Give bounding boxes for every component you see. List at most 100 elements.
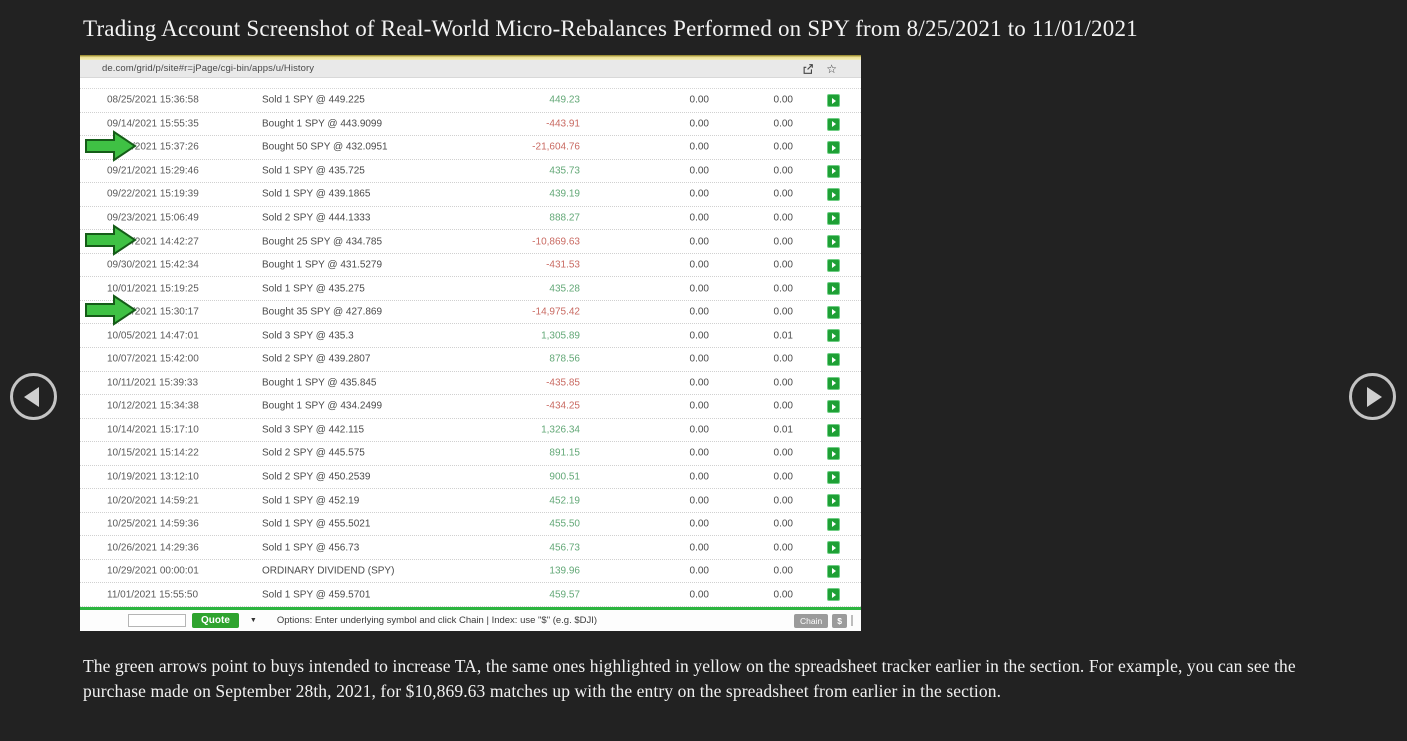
table-row[interactable]: 09/21/2021 15:29:46 Sold 1 SPY @ 435.725… bbox=[80, 159, 861, 184]
quote-button[interactable]: Quote bbox=[192, 613, 239, 628]
trade-detail-button[interactable] bbox=[827, 588, 840, 602]
trade-detail-button[interactable] bbox=[827, 423, 840, 437]
play-icon bbox=[832, 521, 836, 528]
transaction-commission: 0.00 bbox=[689, 283, 709, 295]
table-row[interactable]: 09/20/2021 15:37:26 Bought 50 SPY @ 432.… bbox=[80, 136, 861, 160]
transaction-datetime: 10/11/2021 15:39:33 bbox=[107, 377, 199, 389]
share-icon[interactable] bbox=[802, 63, 814, 75]
transaction-fee: 0.00 bbox=[773, 565, 793, 577]
trade-detail-button[interactable] bbox=[827, 282, 840, 296]
trade-detail-button[interactable] bbox=[827, 541, 840, 555]
transaction-description: Sold 3 SPY @ 442.115 bbox=[262, 424, 365, 436]
prev-slide-button[interactable] bbox=[10, 373, 57, 420]
table-row[interactable]: 10/07/2021 15:42:00 Sold 2 SPY @ 439.280… bbox=[80, 348, 861, 372]
transaction-datetime: 10/01/2021 15:19:25 bbox=[107, 283, 199, 295]
play-icon bbox=[832, 568, 836, 575]
play-icon bbox=[832, 544, 836, 551]
trade-detail-button[interactable] bbox=[827, 211, 840, 225]
transaction-description: ORDINARY DIVIDEND (SPY) bbox=[262, 565, 395, 577]
trade-detail-button[interactable] bbox=[827, 235, 840, 249]
transaction-datetime: 09/20/2021 15:37:26 bbox=[107, 141, 199, 153]
table-row[interactable]: 10/11/2021 15:39:33 Bought 1 SPY @ 435.8… bbox=[80, 371, 861, 396]
table-row[interactable]: 10/26/2021 14:29:36 Sold 1 SPY @ 456.73 … bbox=[80, 536, 861, 560]
transaction-datetime: 10/19/2021 13:12:10 bbox=[107, 471, 199, 483]
transaction-datetime: 09/21/2021 15:29:46 bbox=[107, 165, 199, 177]
trade-detail-button[interactable] bbox=[827, 188, 840, 202]
transaction-fee: 0.00 bbox=[773, 212, 793, 224]
transaction-commission: 0.00 bbox=[689, 141, 709, 153]
play-icon bbox=[832, 168, 836, 175]
trade-detail-button[interactable] bbox=[827, 564, 840, 578]
transaction-commission: 0.00 bbox=[689, 188, 709, 200]
quote-bar-divider bbox=[80, 607, 861, 610]
next-slide-button[interactable] bbox=[1349, 373, 1396, 420]
trade-detail-button[interactable] bbox=[827, 164, 840, 178]
trade-detail-button[interactable] bbox=[827, 376, 840, 390]
play-icon bbox=[832, 356, 836, 363]
transaction-datetime: 08/25/2021 15:36:58 bbox=[107, 94, 199, 106]
table-row[interactable]: 10/05/2021 14:47:01 Sold 3 SPY @ 435.3 1… bbox=[80, 324, 861, 349]
chevron-down-icon[interactable]: ▼ bbox=[249, 617, 257, 624]
transaction-description: Sold 2 SPY @ 450.2539 bbox=[262, 471, 371, 483]
transaction-commission: 0.00 bbox=[689, 565, 709, 577]
trade-detail-button[interactable] bbox=[827, 141, 840, 155]
chain-button[interactable]: Chain bbox=[794, 613, 829, 628]
transaction-commission: 0.00 bbox=[689, 306, 709, 318]
transaction-commission: 0.00 bbox=[689, 518, 709, 530]
browser-address-bar[interactable]: de.com/grid/p/site#r=jPage/cgi-bin/apps/… bbox=[80, 60, 861, 78]
transaction-fee: 0.00 bbox=[773, 236, 793, 248]
transaction-commission: 0.00 bbox=[689, 447, 709, 459]
bookmark-star-icon[interactable]: ☆ bbox=[826, 61, 837, 76]
table-row[interactable]: 10/20/2021 14:59:21 Sold 1 SPY @ 452.19 … bbox=[80, 489, 861, 513]
dollar-button[interactable]: $ bbox=[832, 613, 847, 628]
table-row[interactable]: 10/12/2021 15:34:38 Bought 1 SPY @ 434.2… bbox=[80, 395, 861, 419]
transaction-datetime: 09/14/2021 15:55:35 bbox=[107, 118, 199, 130]
table-row[interactable]: 10/19/2021 13:12:10 Sold 2 SPY @ 450.253… bbox=[80, 465, 861, 490]
table-row[interactable]: 10/14/2021 15:17:10 Sold 3 SPY @ 442.115… bbox=[80, 418, 861, 443]
transaction-fee: 0.00 bbox=[773, 447, 793, 459]
table-row[interactable]: 09/14/2021 15:55:35 Bought 1 SPY @ 443.9… bbox=[80, 112, 861, 137]
transaction-description: Bought 1 SPY @ 431.5279 bbox=[262, 259, 383, 271]
trade-detail-button[interactable] bbox=[827, 447, 840, 461]
transaction-datetime: 10/15/2021 15:14:22 bbox=[107, 447, 199, 459]
trade-detail-button[interactable] bbox=[827, 494, 840, 508]
table-row[interactable]: 09/23/2021 15:06:49 Sold 2 SPY @ 444.133… bbox=[80, 206, 861, 231]
play-icon bbox=[832, 474, 836, 481]
table-row[interactable]: 10/15/2021 15:14:22 Sold 2 SPY @ 445.575… bbox=[80, 442, 861, 466]
trade-detail-button[interactable] bbox=[827, 400, 840, 414]
transaction-amount: 452.19 bbox=[549, 495, 580, 507]
table-row[interactable]: 08/25/2021 15:36:58 Sold 1 SPY @ 449.225… bbox=[80, 89, 861, 113]
trade-detail-button[interactable] bbox=[827, 517, 840, 531]
symbol-input[interactable] bbox=[128, 614, 186, 627]
transaction-fee: 0.01 bbox=[773, 330, 793, 342]
trade-detail-button[interactable] bbox=[827, 470, 840, 484]
trade-detail-button[interactable] bbox=[827, 305, 840, 319]
quote-bar: Quote ▼ Options: Enter underlying symbol… bbox=[80, 610, 861, 631]
table-row[interactable]: 09/30/2021 15:42:34 Bought 1 SPY @ 431.5… bbox=[80, 253, 861, 278]
caption-text: The green arrows point to buys intended … bbox=[83, 656, 1296, 701]
table-row[interactable]: 09/22/2021 15:19:39 Sold 1 SPY @ 439.186… bbox=[80, 183, 861, 207]
play-icon bbox=[832, 332, 836, 339]
transaction-description: Sold 1 SPY @ 455.5021 bbox=[262, 518, 371, 530]
transaction-amount: -21,604.76 bbox=[532, 141, 580, 153]
transaction-datetime: 10/25/2021 14:59:36 bbox=[107, 518, 199, 530]
transaction-fee: 0.00 bbox=[773, 400, 793, 412]
transaction-description: Sold 1 SPY @ 459.5701 bbox=[262, 589, 371, 601]
trade-detail-button[interactable] bbox=[827, 258, 840, 272]
green-arrow-annotation bbox=[85, 130, 137, 162]
table-row[interactable]: 10/01/2021 15:19:25 Sold 1 SPY @ 435.275… bbox=[80, 277, 861, 301]
trade-detail-button[interactable] bbox=[827, 353, 840, 367]
transaction-fee: 0.00 bbox=[773, 118, 793, 130]
table-row[interactable]: 11/01/2021 15:55:50 Sold 1 SPY @ 459.570… bbox=[80, 583, 861, 608]
transaction-amount: -443.91 bbox=[546, 118, 580, 130]
transaction-datetime: 11/01/2021 15:55:50 bbox=[107, 589, 199, 601]
transaction-amount: 435.28 bbox=[549, 283, 580, 295]
table-row[interactable]: 10/25/2021 14:59:36 Sold 1 SPY @ 455.502… bbox=[80, 512, 861, 537]
trade-detail-button[interactable] bbox=[827, 117, 840, 131]
table-row[interactable]: 10/29/2021 00:00:01 ORDINARY DIVIDEND (S… bbox=[80, 559, 861, 584]
table-row[interactable]: 10/04/2021 15:30:17 Bought 35 SPY @ 427.… bbox=[80, 300, 861, 325]
table-row[interactable]: 09/28/2021 14:42:27 Bought 25 SPY @ 434.… bbox=[80, 230, 861, 254]
transaction-amount: 439.19 bbox=[549, 188, 580, 200]
trade-detail-button[interactable] bbox=[827, 94, 840, 107]
trade-detail-button[interactable] bbox=[827, 329, 840, 343]
